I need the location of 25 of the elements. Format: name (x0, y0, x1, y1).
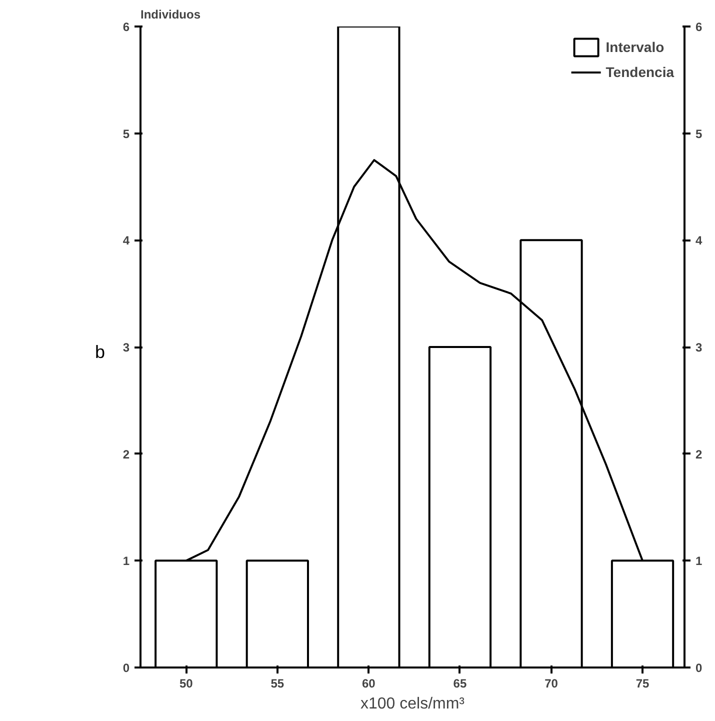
y2-tick-label: 3 (696, 340, 702, 354)
x-tick-label: 55 (270, 676, 284, 690)
y-axis-title: Individuos (140, 8, 201, 22)
x-tick-label: 60 (362, 676, 376, 690)
y-tick-label: 1 (122, 554, 130, 568)
y-tick-label: 2 (122, 447, 130, 462)
y-tick-label: 3 (122, 340, 130, 354)
x-tick-label: 75 (636, 676, 650, 690)
y2-tick-label: 5 (696, 126, 702, 141)
legend-label: Intervalo (606, 39, 664, 55)
x-tick-label: 65 (453, 676, 467, 690)
y2-tick-label: 6 (696, 20, 702, 34)
y-tick-label: 6 (122, 20, 130, 34)
y2-tick-label: 4 (696, 234, 702, 248)
x-tick-label: 50 (179, 676, 194, 690)
y-tick-label: 5 (122, 126, 130, 141)
y2-tick-label: 1 (696, 554, 702, 568)
x-axis-title: x100 cels/mm³ (360, 696, 466, 712)
y2-tick-label: 0 (696, 661, 702, 675)
y2-tick-label: 2 (696, 447, 702, 462)
text: b (94, 341, 105, 364)
y-tick-label: 4 (122, 234, 130, 248)
x-tick-label: 70 (544, 676, 558, 690)
y-tick-label: 0 (122, 661, 130, 675)
legend-label: Tendencia (606, 64, 674, 80)
